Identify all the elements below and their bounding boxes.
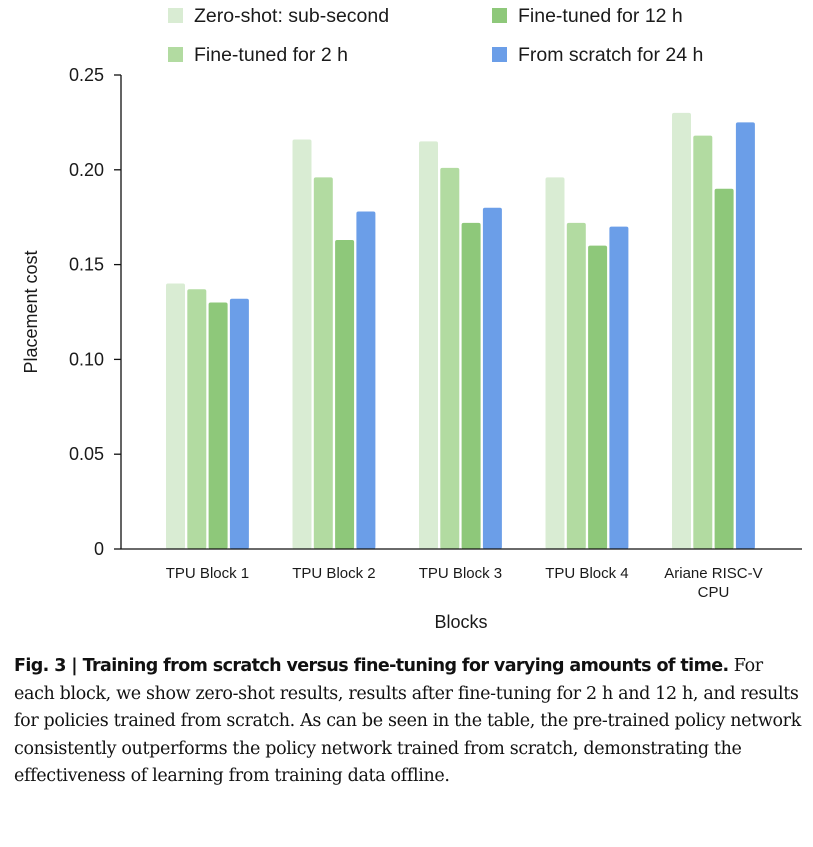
bar xyxy=(714,188,734,549)
x-tick-labels: TPU Block 1 TPU Block 2 TPU Block 3 TPU Blo… xyxy=(166,565,763,601)
legend-label: Fine-tuned for 12 h xyxy=(518,5,683,27)
bar xyxy=(440,167,460,550)
chart-axes xyxy=(120,75,802,550)
chart-legend: Zero-shot: sub-second Fine-tuned for 2 h F… xyxy=(168,5,703,66)
bar xyxy=(335,239,355,549)
y-tick-label: 0.05 xyxy=(69,444,104,464)
bar xyxy=(735,122,755,550)
x-tick-label: TPU Block 4 xyxy=(545,565,628,582)
bar xyxy=(419,141,438,550)
bar xyxy=(292,139,312,550)
y-tick-label: 0.25 xyxy=(69,65,104,85)
legend-swatch xyxy=(168,8,183,23)
bar xyxy=(693,135,713,549)
bar xyxy=(461,222,481,549)
y-tick-label: 0.15 xyxy=(69,255,104,275)
bar xyxy=(672,112,691,550)
chart-bars xyxy=(166,112,755,550)
bar xyxy=(313,177,333,549)
legend-label: Zero-shot: sub-second xyxy=(194,5,389,27)
bar xyxy=(609,226,629,549)
y-ticks: 0 0.05 0.10 0.15 0.20 0.25 xyxy=(69,65,121,559)
x-tick-label: TPU Block 1 xyxy=(166,565,249,582)
legend-label: From scratch for 24 h xyxy=(518,44,703,66)
legend-swatch xyxy=(492,47,507,62)
bar xyxy=(588,245,608,549)
legend-label: Fine-tuned for 2 h xyxy=(194,44,348,66)
y-tick-label: 0.20 xyxy=(69,160,104,180)
x-tick-label: TPU Block 3 xyxy=(419,565,502,582)
bar xyxy=(566,222,586,549)
y-tick-label: 0.10 xyxy=(69,349,104,369)
x-tick-label: Ariane RISC-V xyxy=(664,565,762,582)
bar xyxy=(229,298,249,549)
figure-caption: Fig. 3 | Training from scratch versus fi… xyxy=(14,653,804,791)
caption-label: Fig. 3 | Training from scratch versus fi… xyxy=(14,656,729,676)
legend-swatch xyxy=(168,47,183,62)
bar xyxy=(208,302,228,549)
x-tick-label: TPU Block 2 xyxy=(292,565,375,582)
caption-text: For each block, we show zero-shot result… xyxy=(14,656,801,786)
bar xyxy=(545,177,565,549)
bar xyxy=(356,211,376,549)
y-axis-title: Placement cost xyxy=(21,250,41,373)
x-axis-title: Blocks xyxy=(434,612,487,632)
bar-chart: Zero-shot: sub-second Fine-tuned for 2 h F… xyxy=(21,5,802,632)
bar xyxy=(482,207,502,549)
x-tick-label: CPU xyxy=(698,584,730,601)
y-tick-label: 0 xyxy=(94,539,104,559)
bar xyxy=(166,283,185,549)
legend-swatch xyxy=(492,8,507,23)
bar xyxy=(187,289,207,549)
